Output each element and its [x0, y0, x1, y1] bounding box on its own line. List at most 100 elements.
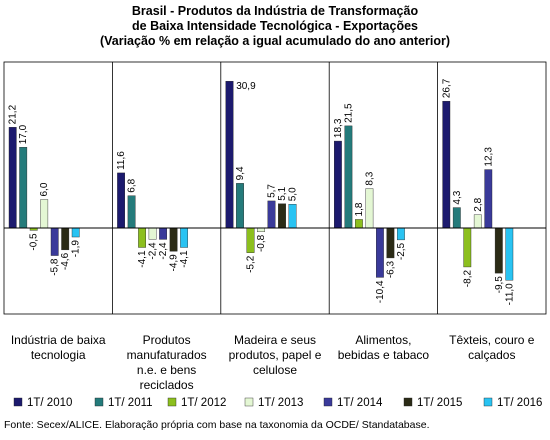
- bar: [473, 214, 482, 229]
- bar: [19, 147, 28, 229]
- legend-swatch: [167, 397, 177, 407]
- category-label-line: Madeira e seus: [234, 333, 316, 347]
- bar: [288, 204, 297, 229]
- data-label: -9,5: [494, 276, 505, 294]
- data-label: -8,2: [462, 270, 473, 288]
- category-label-line: Alimentos,: [355, 333, 411, 347]
- bar: [278, 203, 286, 229]
- bar: [494, 227, 503, 274]
- legend-label: 1T/ 2010: [27, 397, 72, 409]
- category-label-line: Têxteis, couro e: [449, 333, 535, 347]
- bar: [180, 227, 188, 248]
- category-label-line: reciclados: [140, 378, 194, 392]
- data-label: 11,6: [116, 151, 127, 170]
- data-label: -4,6: [60, 252, 71, 270]
- data-label: -11,0: [504, 283, 515, 305]
- data-label: 1,8: [354, 202, 365, 216]
- source-note: Fonte: Secex/ALICE. Elaboração própria c…: [4, 419, 430, 431]
- bar: [376, 227, 384, 278]
- bar: [442, 100, 451, 229]
- category-label: Alimentos, bebidas e tabaco: [338, 333, 430, 362]
- bar: [334, 140, 342, 229]
- data-label: -5,8: [50, 258, 61, 276]
- legend-label: 1T/ 2014: [337, 397, 383, 409]
- bar: [159, 227, 167, 240]
- bar: [386, 227, 395, 259]
- legend-label: 1T/ 2011: [108, 397, 153, 409]
- category-label: Têxteis, couro e calçados: [449, 333, 535, 362]
- data-label: -2,4: [158, 242, 169, 260]
- data-label: -10,4: [375, 280, 386, 303]
- bar: [8, 127, 17, 229]
- data-label: -4,1: [179, 250, 190, 268]
- data-label: 30,9: [236, 81, 256, 92]
- bar: [505, 227, 514, 281]
- legend-swatch: [403, 397, 413, 407]
- legend-label: 1T/ 2013: [258, 397, 303, 409]
- category-label-line: Indústria de baixa: [11, 333, 106, 347]
- category-label-line: bebidas e tabaco: [338, 348, 430, 362]
- data-label: 2,8: [473, 197, 484, 211]
- bar: [138, 227, 146, 248]
- data-label: 12,3: [483, 147, 494, 167]
- bar: [355, 219, 363, 229]
- category-label: Indústria de baixa tecnologia: [11, 333, 106, 362]
- bar: [365, 188, 374, 229]
- bar: [117, 172, 126, 229]
- data-label: 21,2: [8, 104, 19, 124]
- category-label-line: manufaturados: [127, 348, 207, 362]
- plot-area-frame: [3, 61, 547, 315]
- data-label: 9,4: [235, 166, 246, 180]
- bar: [225, 81, 234, 229]
- category-label: Produtos manufaturados n.e. e bens reciclad…: [127, 333, 207, 392]
- chart-title-line-1: Brasil - Produtos da Indústria de Transf…: [131, 4, 419, 18]
- category-label-line: tecnologia: [31, 348, 86, 362]
- data-label: -5,2: [246, 255, 257, 273]
- bar: [452, 207, 461, 229]
- data-label: 18,3: [333, 118, 344, 138]
- legend-swatch: [94, 397, 104, 407]
- data-label: 8,3: [364, 171, 375, 185]
- bar: [463, 227, 472, 268]
- bar: [397, 227, 405, 241]
- data-label: -1,9: [71, 240, 82, 258]
- data-label: 17,0: [18, 124, 29, 144]
- data-label: 21,5: [343, 103, 354, 123]
- data-label: 5,1: [277, 186, 288, 200]
- category-label-line: n.e. e bens: [137, 363, 196, 377]
- data-label: -0,5: [29, 233, 40, 251]
- data-label: 5,7: [267, 184, 278, 198]
- bar: [246, 227, 255, 253]
- legend-label: 1T/ 2016: [497, 397, 542, 409]
- data-label: -4,1: [137, 250, 148, 268]
- category-label: Madeira e seus produtos, papel e celulose: [229, 333, 322, 377]
- data-label: 6,0: [39, 182, 50, 196]
- data-label: -2,4: [148, 242, 159, 260]
- legend-label: 1T/ 2015: [417, 397, 462, 409]
- data-label: 5,0: [288, 187, 299, 201]
- data-label: -2,5: [396, 242, 407, 260]
- chart-title: Brasil - Produtos da Indústria de Transf…: [0, 4, 550, 49]
- data-label: 4,3: [452, 190, 463, 204]
- bar: [344, 125, 353, 229]
- bar: [236, 183, 244, 229]
- bar: [267, 200, 276, 229]
- bar: [61, 227, 70, 251]
- data-label: -0,8: [256, 234, 267, 252]
- bar: [148, 227, 157, 240]
- chart-title-line-2: de Baixa Intensidade Tecnológica - Expor…: [132, 19, 418, 33]
- bar: [71, 227, 80, 238]
- category-label-line: celulose: [253, 363, 297, 377]
- bar: [127, 195, 136, 229]
- data-label: -6,3: [385, 260, 396, 278]
- bar: [40, 199, 49, 229]
- bar: [257, 227, 265, 232]
- bar: [169, 227, 178, 252]
- legend-label: 1T/ 2012: [181, 397, 226, 409]
- bar: [484, 169, 493, 229]
- category-label-line: calçados: [468, 348, 515, 362]
- legend-swatch: [13, 397, 23, 407]
- data-label: 26,7: [441, 78, 452, 98]
- category-label-line: produtos, papel e: [229, 348, 322, 362]
